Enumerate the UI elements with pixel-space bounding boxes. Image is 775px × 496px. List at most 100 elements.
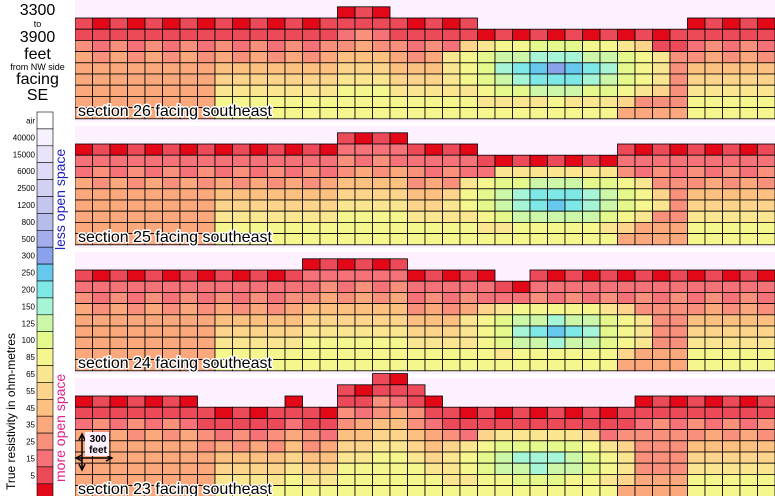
- resistivity-cell: [617, 154, 636, 167]
- resistivity-cell: [319, 51, 338, 64]
- resistivity-cell: [529, 62, 548, 75]
- resistivity-cell: [179, 303, 198, 316]
- resistivity-cell: [214, 143, 233, 156]
- resistivity-cell: [442, 28, 461, 41]
- resistivity-cell: [127, 40, 146, 53]
- resistivity-cell: [284, 221, 303, 234]
- resistivity-cell: [687, 107, 706, 120]
- resistivity-cell: [547, 199, 566, 212]
- resistivity-cell: [704, 314, 723, 327]
- resistivity-cell: [302, 325, 321, 338]
- resistivity-cell: [144, 429, 163, 442]
- resistivity-cell: [547, 269, 566, 282]
- resistivity-cell: [92, 280, 111, 293]
- resistivity-cell: [249, 325, 268, 338]
- resistivity-cell: [127, 291, 146, 304]
- resistivity-cell: [547, 177, 566, 190]
- resistivity-cell: [564, 485, 583, 496]
- resistivity-cell: [197, 73, 216, 86]
- resistivity-cell: [512, 336, 531, 349]
- resistivity-cell: [214, 406, 233, 419]
- resistivity-cell: [757, 233, 775, 246]
- resistivity-cell: [302, 96, 321, 109]
- resistivity-cell: [739, 395, 758, 408]
- section-label: section 24 facing southeast: [78, 355, 272, 372]
- resistivity-cell: [389, 188, 408, 201]
- resistivity-cell: [319, 291, 338, 304]
- resistivity-cell: [109, 188, 128, 201]
- resistivity-cell: [757, 40, 775, 53]
- resistivity-cell: [92, 84, 111, 97]
- resistivity-cell: [494, 462, 513, 475]
- resistivity-cell: [564, 62, 583, 75]
- resistivity-cell: [284, 84, 303, 97]
- resistivity-cell: [162, 210, 181, 223]
- resistivity-cell: [179, 451, 198, 464]
- resistivity-cell: [144, 291, 163, 304]
- resistivity-cell: [389, 210, 408, 223]
- resistivity-cell: [144, 451, 163, 464]
- resistivity-cell: [599, 429, 618, 442]
- resistivity-cell: [512, 165, 531, 178]
- resistivity-cell: [704, 440, 723, 453]
- resistivity-cell: [652, 462, 671, 475]
- range-end: 3900: [19, 29, 56, 46]
- resistivity-cell: [75, 143, 93, 156]
- resistivity-cell: [459, 314, 478, 327]
- resistivity-cell: [162, 395, 181, 408]
- section-panel: section 24 facing southeast: [75, 252, 775, 374]
- resistivity-cell: [687, 188, 706, 201]
- resistivity-cell: [407, 451, 426, 464]
- resistivity-cell: [529, 269, 548, 282]
- resistivity-cell: [354, 177, 373, 190]
- resistivity-cell: [757, 314, 775, 327]
- resistivity-cell: [424, 303, 443, 316]
- resistivity-cell: [757, 62, 775, 75]
- resistivity-cell: [722, 199, 741, 212]
- resistivity-cell: [267, 417, 286, 430]
- resistivity-cell: [652, 314, 671, 327]
- resistivity-cell: [372, 233, 391, 246]
- resistivity-cell: [319, 429, 338, 442]
- resistivity-cell: [564, 440, 583, 453]
- resistivity-cell: [389, 417, 408, 430]
- resistivity-cell: [424, 165, 443, 178]
- resistivity-cell: [372, 303, 391, 316]
- resistivity-cell: [75, 40, 93, 53]
- resistivity-cell: [354, 269, 373, 282]
- resistivity-cell: [407, 429, 426, 442]
- resistivity-cell: [92, 303, 111, 316]
- resistivity-cell: [319, 440, 338, 453]
- resistivity-cell: [75, 429, 93, 442]
- resistivity-cell: [529, 485, 548, 496]
- resistivity-cell: [652, 347, 671, 360]
- resistivity-cell: [722, 417, 741, 430]
- resistivity-cell: [232, 62, 251, 75]
- resistivity-cell: [564, 154, 583, 167]
- resistivity-cell: [179, 269, 198, 282]
- resistivity-cell: [267, 188, 286, 201]
- resistivity-cell: [232, 40, 251, 53]
- resistivity-cell: [687, 451, 706, 464]
- resistivity-cell: [214, 28, 233, 41]
- resistivity-cell: [757, 291, 775, 304]
- resistivity-cell: [739, 165, 758, 178]
- resistivity-cell: [757, 17, 775, 30]
- resistivity-cell: [757, 359, 775, 372]
- resistivity-cell: [424, 347, 443, 360]
- resistivity-cell: [512, 62, 531, 75]
- resistivity-cell: [687, 233, 706, 246]
- resistivity-cell: [372, 199, 391, 212]
- resistivity-cell: [459, 429, 478, 442]
- resistivity-cell: [354, 51, 373, 64]
- resistivity-cell: [162, 417, 181, 430]
- resistivity-cell: [704, 17, 723, 30]
- legend-axis-title: True resistivity in ohm-metres: [4, 333, 18, 490]
- facing-word: facing: [16, 71, 59, 88]
- resistivity-cell: [634, 336, 653, 349]
- resistivity-cell: [144, 154, 163, 167]
- resistivity-cell: [302, 417, 321, 430]
- resistivity-cell: [197, 280, 216, 293]
- resistivity-cell: [687, 96, 706, 109]
- legend-swatch: [36, 432, 54, 451]
